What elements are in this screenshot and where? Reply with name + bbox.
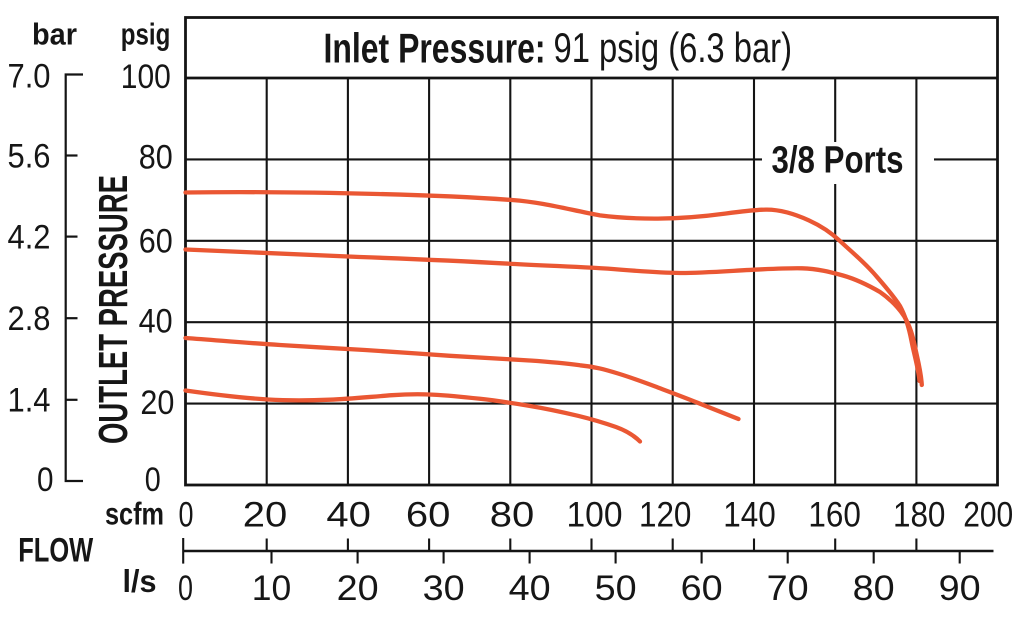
svg-text:7.0: 7.0 bbox=[8, 57, 51, 95]
svg-text:60: 60 bbox=[681, 568, 723, 608]
svg-text:50: 50 bbox=[595, 568, 637, 608]
svg-text:80: 80 bbox=[139, 139, 173, 177]
svg-text:30: 30 bbox=[423, 568, 465, 608]
svg-text:psig: psig bbox=[121, 17, 171, 52]
svg-text:0: 0 bbox=[145, 461, 161, 499]
svg-text:l/s: l/s bbox=[123, 563, 157, 599]
svg-text:0: 0 bbox=[178, 568, 193, 608]
svg-text:100: 100 bbox=[567, 495, 623, 535]
svg-text:80: 80 bbox=[490, 495, 535, 535]
svg-text:60: 60 bbox=[139, 222, 173, 260]
svg-text:91 psig (6.3 bar): 91 psig (6.3 bar) bbox=[554, 24, 793, 71]
svg-text:20: 20 bbox=[337, 568, 379, 608]
svg-text:60: 60 bbox=[406, 495, 451, 535]
svg-text:90: 90 bbox=[939, 568, 981, 608]
svg-text:0: 0 bbox=[37, 461, 54, 499]
svg-text:scfm: scfm bbox=[105, 496, 164, 532]
svg-text:20: 20 bbox=[140, 384, 174, 422]
svg-text:OUTLET PRESSURE: OUTLET PRESSURE bbox=[90, 175, 136, 444]
svg-text:180: 180 bbox=[893, 495, 946, 535]
svg-text:0: 0 bbox=[179, 495, 194, 535]
svg-text:1.4: 1.4 bbox=[8, 381, 51, 419]
svg-text:40: 40 bbox=[326, 495, 371, 535]
svg-text:40: 40 bbox=[509, 568, 551, 608]
svg-text:FLOW: FLOW bbox=[18, 532, 94, 570]
svg-text:160: 160 bbox=[808, 495, 861, 535]
svg-text:4.2: 4.2 bbox=[8, 218, 51, 256]
svg-text:200: 200 bbox=[963, 495, 1013, 535]
svg-text:140: 140 bbox=[723, 495, 776, 535]
svg-text:3/8 Ports: 3/8 Ports bbox=[772, 140, 904, 182]
svg-text:2.8: 2.8 bbox=[8, 300, 51, 338]
svg-text:120: 120 bbox=[639, 495, 692, 535]
svg-text:10: 10 bbox=[252, 568, 292, 608]
svg-text:5.6: 5.6 bbox=[8, 137, 51, 175]
svg-text:70: 70 bbox=[767, 568, 809, 608]
svg-text:Inlet Pressure:: Inlet Pressure: bbox=[324, 25, 546, 72]
svg-text:80: 80 bbox=[853, 568, 895, 608]
svg-text:40: 40 bbox=[139, 303, 173, 341]
svg-text:100: 100 bbox=[121, 58, 171, 96]
svg-text:20: 20 bbox=[243, 495, 288, 535]
svg-text:bar: bar bbox=[32, 17, 77, 52]
